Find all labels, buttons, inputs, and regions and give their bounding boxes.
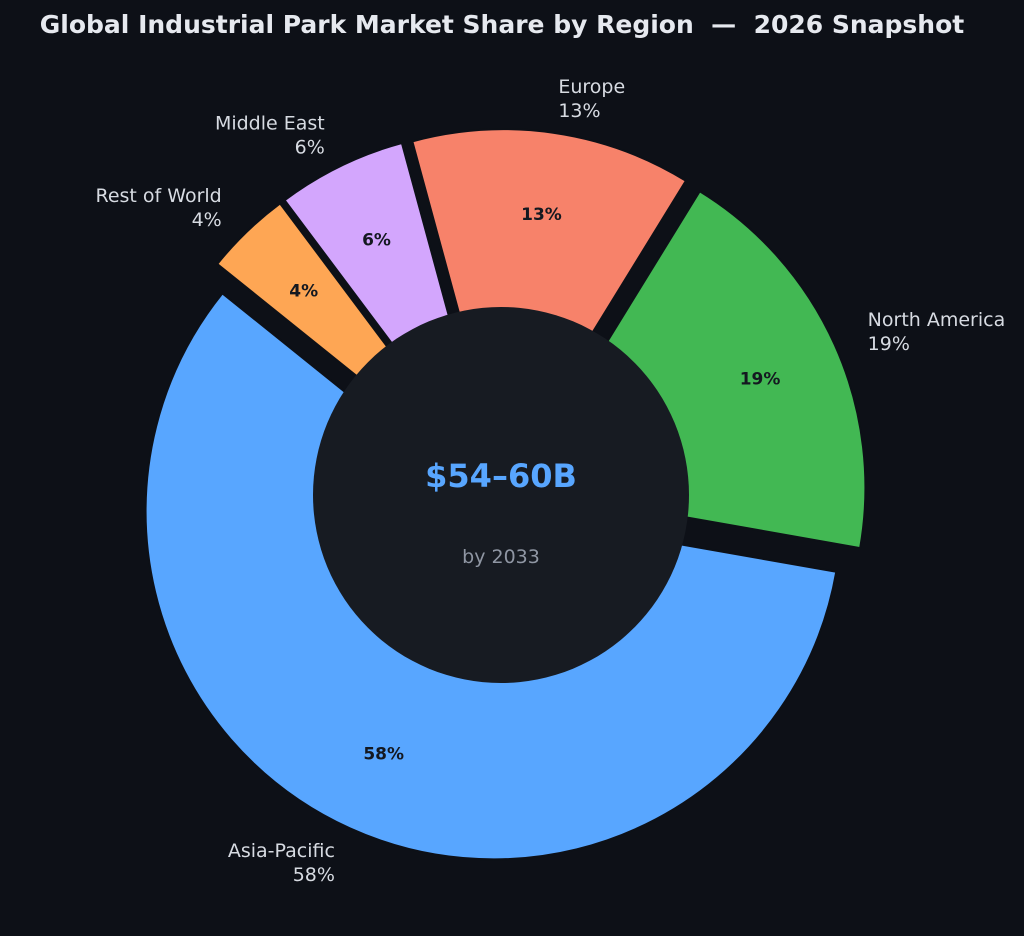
outer-labels-group: North America 19% Europe 13% Middle East 6% Re… <box>96 76 1006 886</box>
chart-title: Global Industrial Park Market Share by R… <box>40 10 965 39</box>
slice-value-europe: 13% <box>521 205 562 225</box>
slice-value-rest-of-world: 4% <box>289 282 318 302</box>
slice-label-europe: Europe 13% <box>558 76 625 122</box>
slice-value-north-america: 19% <box>740 370 781 390</box>
slice-label-asia-pacific: Asia-Pacific 58% <box>228 840 335 886</box>
slice-label-rest-of-world: Rest of World 4% <box>96 185 222 231</box>
center-subtitle: by 2033 <box>462 546 540 568</box>
center-value: $54–60B <box>425 457 577 495</box>
slice-value-middle-east: 6% <box>362 231 391 251</box>
donut-hole <box>313 307 689 683</box>
inner-labels-group: 19% 13% 6% 4% 58% <box>289 205 780 765</box>
slice-label-north-america: North America 19% <box>868 309 1006 355</box>
slice-label-middle-east: Middle East 6% <box>215 113 325 159</box>
slice-value-asia-pacific: 58% <box>363 745 404 765</box>
